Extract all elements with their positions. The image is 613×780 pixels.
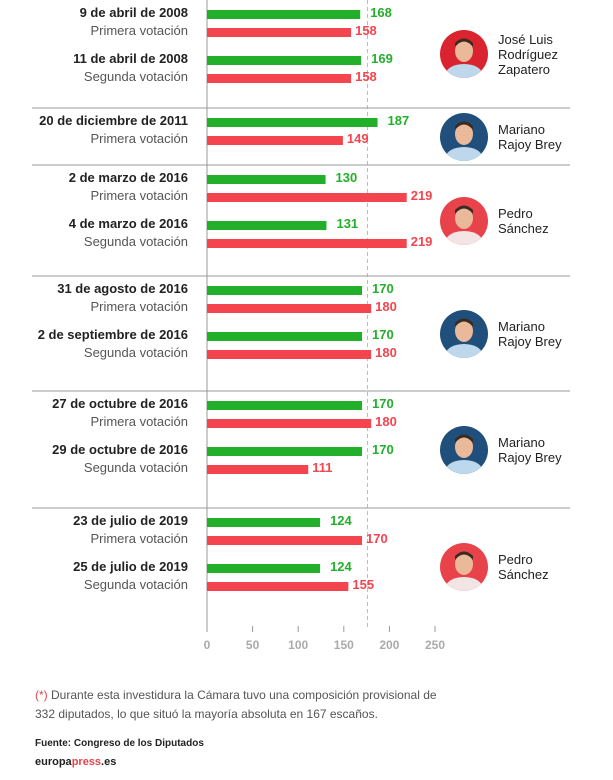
vote-round-label: Segunda votación bbox=[83, 460, 188, 475]
brand-part2: press bbox=[71, 756, 102, 768]
x-tick-label: 200 bbox=[379, 638, 400, 652]
value-label-no: 158 bbox=[355, 23, 377, 38]
sanchez-portrait-icon bbox=[440, 542, 488, 591]
vote-round-label: Primera votación bbox=[90, 531, 188, 546]
zapatero-portrait-icon bbox=[440, 30, 488, 78]
value-label-no: 219 bbox=[410, 234, 433, 249]
brand-part1: europa bbox=[35, 756, 72, 768]
value-label-no: 158 bbox=[355, 69, 377, 84]
vote-date-label: 9 de abril de 2008 bbox=[79, 5, 188, 20]
vote-date-label: 4 de marzo de 2016 bbox=[68, 216, 188, 231]
vote-round-label: Primera votación bbox=[90, 23, 188, 38]
value-label-no: 180 bbox=[375, 414, 397, 429]
brand-part3: .es bbox=[101, 756, 117, 768]
source-text: Fuente: Congreso de los Diputados bbox=[35, 738, 204, 749]
bar-yes bbox=[207, 286, 363, 295]
bar-no bbox=[207, 419, 372, 428]
bar-yes bbox=[207, 10, 361, 19]
value-label-no: 149 bbox=[346, 131, 369, 146]
bar-no bbox=[207, 74, 352, 83]
value-label-yes: 170 bbox=[372, 327, 394, 342]
bar-no bbox=[207, 536, 363, 545]
x-tick-label: 150 bbox=[333, 638, 354, 652]
bar-yes bbox=[207, 221, 327, 230]
vote-date-label: 23 de julio de 2019 bbox=[73, 513, 188, 528]
x-tick-label: 50 bbox=[245, 638, 260, 652]
rajoy-portrait-icon bbox=[440, 425, 488, 474]
candidate-name: Pedro Sánchez bbox=[498, 205, 549, 236]
x-tick-label: 100 bbox=[288, 638, 309, 652]
bar-yes bbox=[207, 118, 378, 127]
sanchez-portrait-icon bbox=[440, 196, 488, 245]
value-label-no: 180 bbox=[375, 299, 397, 314]
vote-round-label: Segunda votación bbox=[83, 69, 188, 84]
bar-no bbox=[207, 28, 352, 37]
value-label-no: 170 bbox=[366, 531, 388, 546]
candidate-name: Pedro Sánchez bbox=[498, 551, 549, 582]
vote-date-label: 2 de septiembre de 2016 bbox=[37, 327, 188, 342]
value-label-yes: 124 bbox=[330, 559, 352, 574]
bar-yes bbox=[207, 401, 363, 410]
vote-round-label: Primera votación bbox=[90, 299, 188, 314]
vote-round-label: Segunda votación bbox=[83, 577, 188, 592]
bar-no bbox=[207, 304, 372, 313]
vote-date-label: 11 de abril de 2008 bbox=[73, 51, 188, 66]
vote-round-label: Primera votación bbox=[90, 131, 188, 146]
value-label-no: 219 bbox=[410, 188, 433, 203]
bar-yes bbox=[207, 564, 321, 573]
brand-logo: europapress.es bbox=[35, 756, 116, 768]
x-tick-label: 0 bbox=[203, 638, 211, 652]
footnote: (*) Durante esta investidura la Cámara t… bbox=[35, 686, 455, 724]
bar-no bbox=[207, 239, 407, 248]
value-label-yes: 124 bbox=[330, 513, 352, 528]
bar-yes bbox=[207, 56, 362, 65]
value-label-yes: 187 bbox=[387, 113, 410, 128]
candidate-name: José Luis Rodríguez Zapatero bbox=[498, 31, 558, 77]
candidate-name: Mariano Rajoy Brey bbox=[498, 318, 562, 349]
vote-round-label: Segunda votación bbox=[83, 234, 188, 249]
bar-no bbox=[207, 193, 407, 202]
footnote-marker: (*) bbox=[35, 688, 48, 702]
value-label-no: 155 bbox=[352, 577, 375, 592]
value-label-yes: 169 bbox=[371, 51, 393, 66]
value-label-yes: 130 bbox=[335, 170, 358, 185]
vote-round-label: Segunda votación bbox=[83, 345, 188, 360]
rajoy-portrait-icon bbox=[440, 112, 488, 161]
vote-date-label: 31 de agosto de 2016 bbox=[57, 281, 188, 296]
x-tick-label: 250 bbox=[424, 638, 446, 652]
vote-date-label: 29 de octubre de 2016 bbox=[52, 442, 188, 457]
vote-date-label: 20 de diciembre de 2011 bbox=[39, 113, 188, 128]
value-label-no: 180 bbox=[375, 345, 397, 360]
candidate-name: Mariano Rajoy Brey bbox=[498, 121, 562, 152]
value-label-yes: 170 bbox=[372, 281, 394, 296]
bar-yes bbox=[207, 175, 326, 184]
bar-yes bbox=[207, 447, 363, 456]
candidate-name: Mariano Rajoy Brey bbox=[498, 434, 562, 465]
bar-no bbox=[207, 465, 309, 474]
value-label-no: 111 bbox=[312, 460, 333, 475]
vote-date-label: 25 de julio de 2019 bbox=[73, 559, 188, 574]
bar-no bbox=[207, 350, 372, 359]
rajoy-portrait-icon bbox=[440, 309, 488, 358]
bar-yes bbox=[207, 332, 363, 341]
vote-round-label: Primera votación bbox=[90, 414, 188, 429]
value-label-yes: 168 bbox=[370, 5, 392, 20]
vote-date-label: 27 de octubre de 2016 bbox=[52, 396, 188, 411]
investiture-votes-chart bbox=[32, 0, 570, 632]
value-label-yes: 170 bbox=[372, 442, 394, 457]
value-label-yes: 131 bbox=[336, 216, 359, 231]
vote-date-label: 2 de marzo de 2016 bbox=[68, 170, 188, 185]
bar-no bbox=[207, 582, 349, 591]
value-label-yes: 170 bbox=[372, 396, 394, 411]
bar-no bbox=[207, 136, 343, 145]
bar-yes bbox=[207, 518, 321, 527]
footnote-text: Durante esta investidura la Cámara tuvo … bbox=[35, 688, 437, 721]
vote-round-label: Primera votación bbox=[90, 188, 188, 203]
